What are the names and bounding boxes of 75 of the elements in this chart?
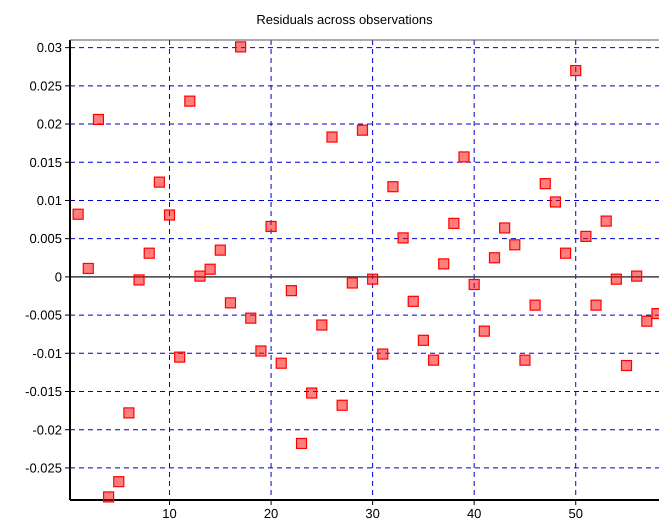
y-tick-label: 0.01 xyxy=(36,193,62,208)
point xyxy=(519,354,531,366)
point xyxy=(102,491,114,503)
point xyxy=(488,252,500,264)
point xyxy=(204,264,216,275)
point xyxy=(530,300,541,311)
point xyxy=(144,248,155,259)
point xyxy=(82,262,94,274)
x-tick-label: 30 xyxy=(365,506,380,521)
y-tick-label: 0.015 xyxy=(29,154,62,170)
point xyxy=(468,278,480,290)
point xyxy=(438,258,450,270)
point xyxy=(164,209,176,221)
point xyxy=(265,220,277,232)
y-tick-label: -0.025 xyxy=(25,460,62,476)
y-tick-label: 0.025 xyxy=(29,78,62,94)
x-tick-label: 40 xyxy=(466,506,482,521)
point xyxy=(113,476,124,488)
point xyxy=(458,151,470,163)
x-tick-label: 10 xyxy=(162,506,177,521)
y-tick-label: 0.02 xyxy=(36,116,62,132)
point xyxy=(418,334,429,346)
point xyxy=(214,244,226,256)
point xyxy=(580,230,592,242)
point xyxy=(356,124,368,136)
point xyxy=(72,208,84,220)
point xyxy=(286,285,297,296)
point xyxy=(296,438,308,450)
point xyxy=(428,354,440,366)
point xyxy=(600,215,612,227)
point xyxy=(550,196,562,208)
point xyxy=(377,348,388,360)
point xyxy=(306,387,318,399)
point xyxy=(620,360,632,372)
point xyxy=(336,400,348,411)
y-tick-label: 0.03 xyxy=(36,40,62,56)
point xyxy=(194,270,206,282)
point xyxy=(224,297,236,308)
point xyxy=(123,407,134,418)
x-tick-label: 20 xyxy=(264,506,278,521)
point xyxy=(540,178,551,190)
y-tick-label: 0 xyxy=(54,269,62,284)
point xyxy=(408,296,419,307)
y-tick-label: -0.01 xyxy=(32,346,62,361)
point xyxy=(235,41,246,52)
point xyxy=(560,248,572,259)
y-tick-label: 0.005 xyxy=(29,231,62,246)
point xyxy=(276,358,287,369)
point xyxy=(184,96,196,107)
point xyxy=(326,131,338,143)
point xyxy=(133,274,145,286)
point xyxy=(631,270,642,282)
point xyxy=(367,274,378,285)
point xyxy=(316,319,328,331)
point xyxy=(509,239,520,250)
point xyxy=(448,218,460,229)
y-tick-label: -0.015 xyxy=(25,384,62,400)
chart-title: Residuals across observations xyxy=(256,12,434,27)
point xyxy=(154,176,165,188)
x-tick-label: 50 xyxy=(568,506,583,521)
point xyxy=(590,300,602,311)
point xyxy=(397,232,409,244)
point xyxy=(174,352,186,363)
point xyxy=(478,326,490,337)
point xyxy=(255,345,267,357)
point xyxy=(92,114,104,126)
y-tick-label: -0.005 xyxy=(25,308,62,323)
point xyxy=(570,64,582,76)
point xyxy=(641,316,652,327)
point xyxy=(245,312,256,324)
point xyxy=(346,277,358,289)
y-tick-label: -0.02 xyxy=(32,422,62,438)
point xyxy=(610,274,622,285)
point xyxy=(499,222,510,234)
point xyxy=(387,181,399,192)
